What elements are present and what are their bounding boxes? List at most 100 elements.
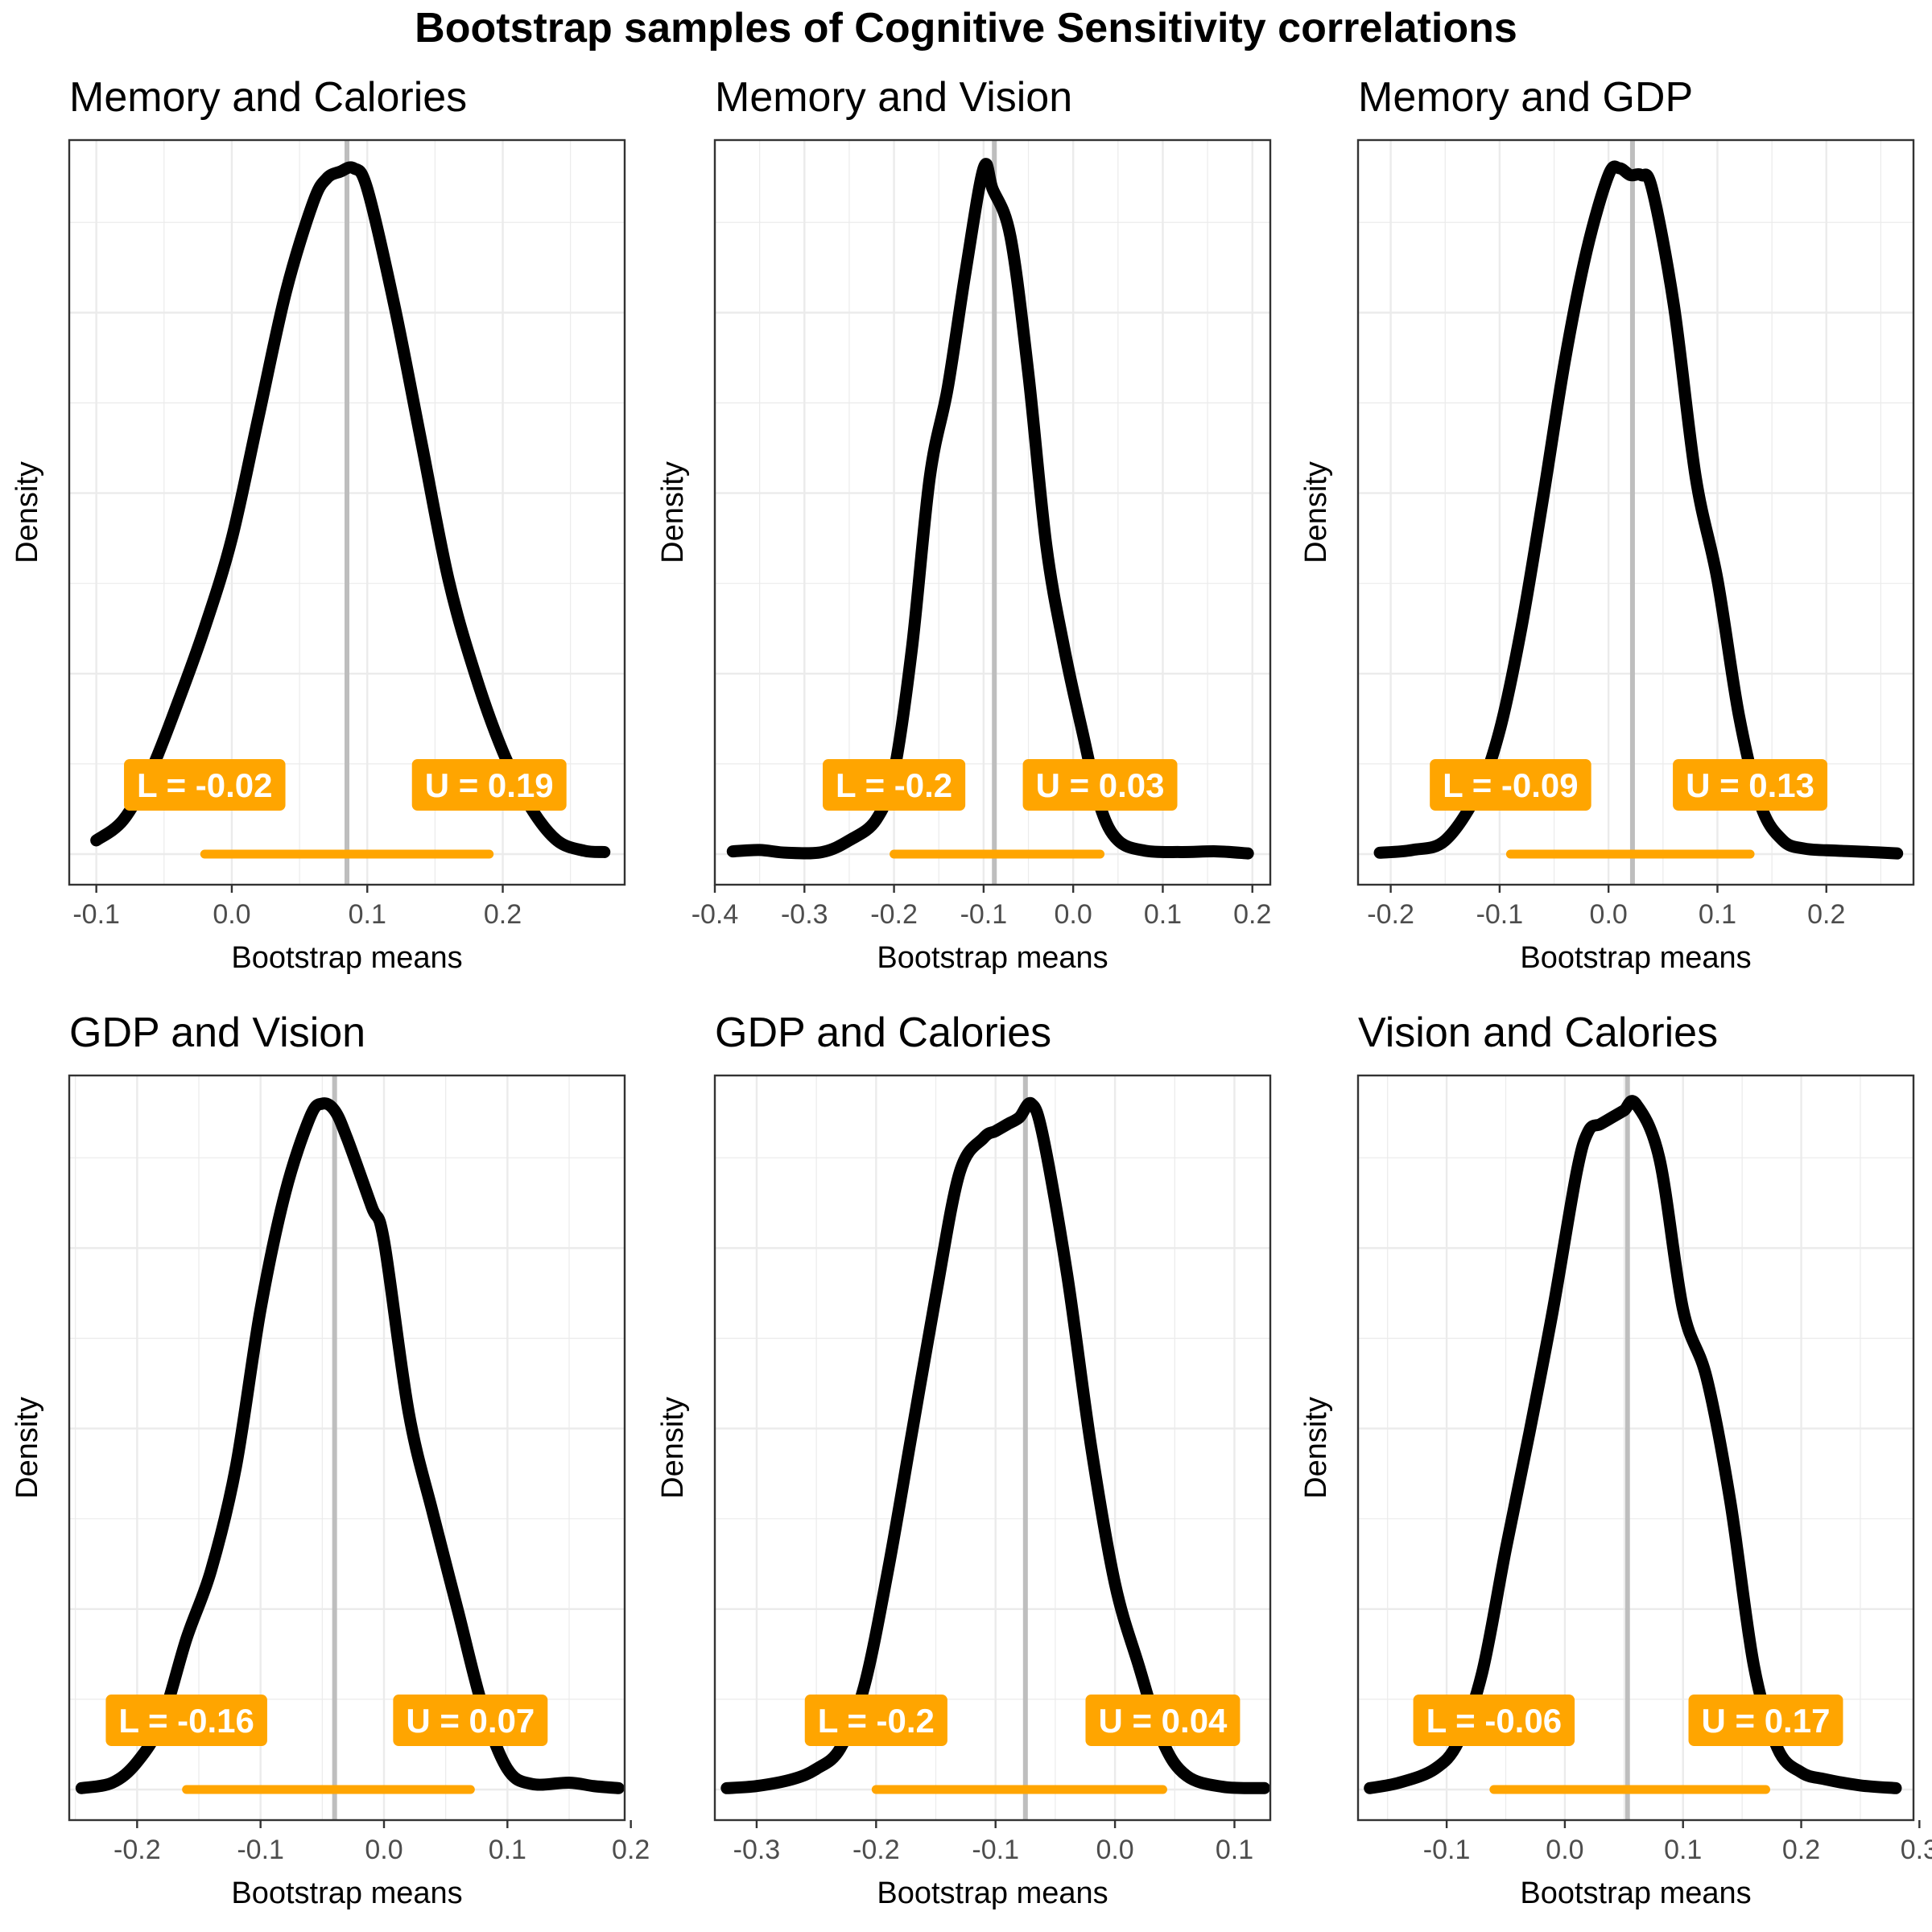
upper-bound-label-text: U = 0.17 bbox=[1702, 1702, 1831, 1740]
x-tick-label: 0.2 bbox=[1807, 899, 1845, 930]
x-tick-label: -0.2 bbox=[870, 899, 918, 930]
x-axis: -0.3 -0.2 -0.1 0.0 0.1 bbox=[733, 1820, 1253, 1865]
y-axis-label: Density bbox=[1299, 1397, 1333, 1499]
x-tick-label: 0.1 bbox=[1699, 899, 1736, 930]
x-tick-label: -0.1 bbox=[960, 899, 1008, 930]
density-curve bbox=[75, 1097, 625, 1794]
lower-bound-label-box bbox=[105, 1695, 267, 1746]
y-axis-label: Density bbox=[10, 461, 44, 564]
x-tick-label: -0.2 bbox=[1367, 899, 1414, 930]
upper-bound-label: U = 0.17 bbox=[1688, 1695, 1843, 1746]
x-tick-label: -0.1 bbox=[1423, 1835, 1471, 1865]
x-axis: -0.2 -0.1 0.0 0.1 0.2 bbox=[114, 1820, 650, 1865]
x-axis: -0.4 -0.3 -0.2 -0.1 0.0 0.1 0.2 bbox=[691, 885, 1271, 930]
x-tick-label: -0.1 bbox=[72, 899, 120, 930]
chart-panel: Memory and Calories L = -0.02 U = 0.19 -0.1… bbox=[10, 74, 626, 975]
x-tick-label: 0.2 bbox=[484, 899, 522, 930]
x-tick-label: -0.1 bbox=[1476, 899, 1524, 930]
density-curve bbox=[90, 161, 611, 858]
panel-border bbox=[68, 1074, 626, 1822]
x-tick-label: -0.1 bbox=[972, 1835, 1019, 1865]
upper-bound-label: U = 0.03 bbox=[1022, 759, 1178, 811]
density-curve bbox=[726, 158, 1254, 860]
upper-bound-label: U = 0.04 bbox=[1085, 1695, 1241, 1746]
upper-bound-label-box bbox=[1673, 759, 1828, 811]
lower-bound-label-text: L = -0.16 bbox=[118, 1702, 254, 1740]
upper-bound-label-box bbox=[411, 759, 567, 811]
x-tick-label: 0.0 bbox=[1546, 1835, 1583, 1865]
x-tick-label: 0.0 bbox=[365, 1835, 402, 1865]
panels-group: Memory and Calories L = -0.02 U = 0.19 -0.1… bbox=[10, 74, 1932, 1910]
lower-bound-label-text: L = -0.06 bbox=[1426, 1702, 1563, 1740]
x-tick-label: -0.3 bbox=[733, 1835, 781, 1865]
chart-panel: Vision and Calories L = -0.06 U = 0.17 -0.1… bbox=[1299, 1009, 1932, 1910]
x-tick-label: 0.3 bbox=[1901, 1835, 1932, 1865]
upper-bound-label: U = 0.19 bbox=[411, 759, 567, 811]
lower-bound-label-box bbox=[804, 1695, 947, 1746]
panel-title: Memory and GDP bbox=[1358, 74, 1693, 121]
x-tick-label: -0.2 bbox=[114, 1835, 161, 1865]
upper-bound-label-text: U = 0.04 bbox=[1098, 1702, 1228, 1740]
x-axis-label: Bootstrap means bbox=[877, 1876, 1108, 1910]
x-tick-label: 0.1 bbox=[1664, 1835, 1702, 1865]
upper-bound-label-text: U = 0.13 bbox=[1686, 766, 1814, 804]
lower-bound-label-box bbox=[1430, 759, 1591, 811]
upper-bound-label-box bbox=[393, 1695, 548, 1746]
y-axis-label: Density bbox=[1299, 461, 1333, 564]
upper-bound-label-box bbox=[1022, 759, 1178, 811]
lower-bound-label-box bbox=[1413, 1695, 1575, 1746]
panel-title: GDP and Calories bbox=[715, 1009, 1051, 1056]
lower-bound-label-box bbox=[124, 759, 286, 811]
x-axis-label: Bootstrap means bbox=[231, 941, 462, 975]
y-axis-label: Density bbox=[10, 1397, 44, 1499]
lower-bound-label-text: L = -0.02 bbox=[137, 766, 273, 804]
lower-bound-label-text: L = -0.2 bbox=[818, 1702, 935, 1740]
x-tick-label: 0.0 bbox=[213, 899, 250, 930]
panel-title: Vision and Calories bbox=[1358, 1009, 1718, 1056]
x-tick-label: 0.1 bbox=[349, 899, 386, 930]
x-axis-label: Bootstrap means bbox=[231, 1876, 462, 1910]
density-curve bbox=[1364, 1095, 1902, 1794]
x-axis: -0.2 -0.1 0.0 0.1 0.2 bbox=[1367, 885, 1845, 930]
chart-panel: GDP and Vision L = -0.16 U = 0.07 -0.2 -0.1 0… bbox=[10, 1009, 650, 1910]
upper-bound-label: U = 0.07 bbox=[393, 1695, 548, 1746]
x-tick-label: 0.2 bbox=[612, 1835, 650, 1865]
panel-title: Memory and Vision bbox=[715, 74, 1072, 121]
figure-title: Bootstrap samples of Cognitive Sensitivi… bbox=[415, 5, 1517, 52]
chart-panel: Memory and GDP L = -0.09 U = 0.13 -0.2 -0.1 0… bbox=[1299, 74, 1915, 975]
x-tick-label: -0.4 bbox=[691, 899, 739, 930]
x-tick-label: -0.2 bbox=[852, 1835, 900, 1865]
y-axis-label: Density bbox=[656, 461, 690, 564]
x-tick-label: -0.3 bbox=[781, 899, 828, 930]
x-tick-label: 0.2 bbox=[1233, 899, 1271, 930]
lower-bound-label-box bbox=[823, 759, 966, 811]
x-axis-label: Bootstrap means bbox=[877, 941, 1108, 975]
lower-bound-label: L = -0.09 bbox=[1430, 759, 1591, 811]
upper-bound-label-text: U = 0.03 bbox=[1036, 766, 1165, 804]
lower-bound-label-text: L = -0.09 bbox=[1443, 766, 1579, 804]
density-curve bbox=[1373, 160, 1904, 860]
panel-border bbox=[713, 138, 1272, 886]
lower-bound-label-text: L = -0.2 bbox=[836, 766, 952, 804]
upper-bound-label-text: U = 0.19 bbox=[425, 766, 554, 804]
panel-border bbox=[68, 138, 626, 886]
panel-border bbox=[1356, 138, 1915, 886]
x-tick-label: 0.2 bbox=[1782, 1835, 1820, 1865]
y-axis-label: Density bbox=[656, 1397, 690, 1499]
x-axis-label: Bootstrap means bbox=[1520, 1876, 1751, 1910]
x-tick-label: 0.1 bbox=[1144, 899, 1182, 930]
x-axis: -0.1 0.0 0.1 0.2 0.3 bbox=[1423, 1820, 1932, 1865]
x-tick-label: 0.1 bbox=[1216, 1835, 1253, 1865]
x-tick-label: 0.1 bbox=[489, 1835, 526, 1865]
x-axis-label: Bootstrap means bbox=[1520, 941, 1751, 975]
x-axis: -0.1 0.0 0.1 0.2 bbox=[72, 885, 522, 930]
panel-border bbox=[713, 1074, 1272, 1822]
panel-title: Memory and Calories bbox=[69, 74, 467, 121]
lower-bound-label: L = -0.2 bbox=[804, 1695, 947, 1746]
x-tick-label: 0.0 bbox=[1055, 899, 1092, 930]
lower-bound-label: L = -0.02 bbox=[124, 759, 286, 811]
lower-bound-label: L = -0.16 bbox=[105, 1695, 267, 1746]
lower-bound-label: L = -0.2 bbox=[823, 759, 966, 811]
